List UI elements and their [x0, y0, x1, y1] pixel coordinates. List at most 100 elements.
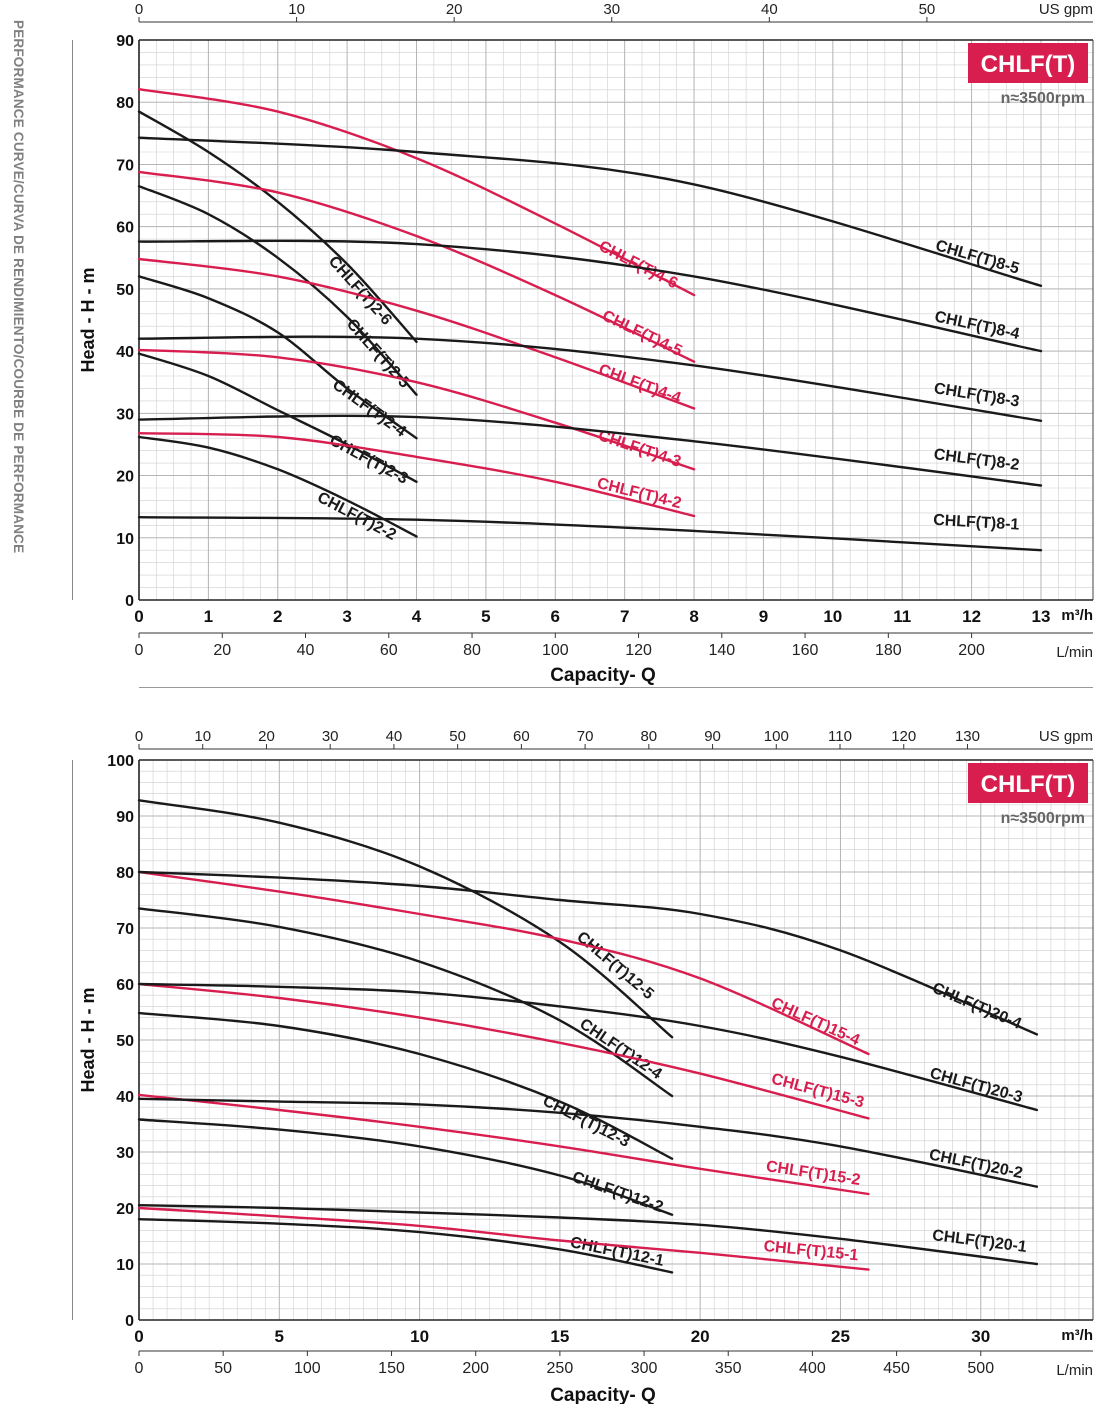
- y-tick-label: 10: [116, 531, 134, 548]
- x-tick-label: 10: [410, 1327, 429, 1346]
- x-tick-label: 1: [204, 607, 213, 626]
- series-label: CHLF(T)8-1: [933, 512, 1020, 534]
- series-line-chlft2-6: [137, 110, 418, 343]
- lmin-tick-label: 20: [213, 642, 231, 659]
- x-tick-label: 11: [893, 607, 911, 626]
- lmin-tick-label: 400: [799, 1360, 826, 1377]
- usgpm-tick-label: 10: [288, 1, 305, 18]
- lmin-tick-label: 140: [708, 642, 735, 659]
- series-line-chlft4-5: [137, 170, 696, 363]
- y-axis-label: Head - H - m: [78, 267, 98, 372]
- model-badge-text: CHLF(T): [981, 51, 1076, 78]
- lmin-tick-label: 50: [214, 1360, 232, 1377]
- usgpm-tick-label: 10: [194, 728, 211, 745]
- usgpm-tick-label: 30: [603, 1, 620, 18]
- y-tick-label: 20: [116, 469, 134, 486]
- x-tick-label: 0: [134, 607, 143, 626]
- lmin-tick-label: 200: [958, 642, 985, 659]
- y-tick-label: 50: [116, 1033, 134, 1050]
- usgpm-tick-label: 100: [764, 728, 789, 745]
- plot-area: [139, 40, 1093, 600]
- series-line-chlft8-5: [137, 136, 1043, 287]
- y-tick-label: 0: [125, 593, 134, 610]
- y-tick-label: 80: [116, 865, 134, 882]
- model-badge: [968, 763, 1088, 803]
- series-line-chlft4-4: [137, 257, 696, 410]
- y-axis-label: Head - H - m: [78, 987, 98, 1092]
- lmin-tick-label: 40: [297, 642, 315, 659]
- usgpm-tick-label: 120: [891, 728, 916, 745]
- lmin-tick-label: 60: [380, 642, 398, 659]
- y-tick-label: 30: [116, 1145, 134, 1162]
- x-tick-label: 13: [1032, 607, 1051, 626]
- y-tick-label: 80: [116, 95, 134, 112]
- usgpm-tick-label: 60: [513, 728, 530, 745]
- side-rule-bottom: [72, 760, 73, 1320]
- usgpm-tick-label: 50: [449, 728, 466, 745]
- speed-label: n≈3500rpm: [1001, 90, 1085, 107]
- series-line-chlft2-3: [137, 352, 418, 483]
- lmin-tick-label: 500: [967, 1360, 994, 1377]
- x-tick-label: 9: [759, 607, 768, 626]
- x-tick-label: 5: [275, 1327, 284, 1346]
- x-axis-label: Capacity- Q: [550, 1385, 656, 1404]
- x-tick-label: 8: [689, 607, 698, 626]
- series-line-chlft20-2: [137, 1097, 1039, 1188]
- lmin-tick-label: 180: [875, 642, 902, 659]
- series-line-chlft15-4: [137, 870, 870, 1056]
- performance-chart-top: 0 10 20 30 40 50 US gpm0102030405060708090Head…: [78, 1, 1094, 686]
- x-tick-label: 0: [134, 1327, 143, 1346]
- y-tick-label: 60: [116, 220, 134, 237]
- y-tick-label: 50: [116, 282, 134, 299]
- usgpm-tick-label: 40: [386, 728, 403, 745]
- x-tick-label: 5: [481, 607, 490, 626]
- y-tick-label: 100: [107, 753, 134, 770]
- series-line-chlft8-3: [137, 335, 1043, 422]
- x-tick-label: 3: [342, 607, 351, 626]
- y-tick-label: 30: [116, 406, 134, 423]
- series-line-chlft4-3: [137, 348, 696, 471]
- usgpm-tick-label: 20: [258, 728, 275, 745]
- x-tick-label: 15: [550, 1327, 569, 1346]
- performance-chart-bottom: 0 10 20 30 40 50 60 70 80 90 100 110 120 130 US gpm010…: [78, 728, 1094, 1404]
- lmin-tick-label: 0: [135, 1360, 144, 1377]
- side-rule-top: [72, 40, 73, 600]
- usgpm-tick-label: 30: [322, 728, 339, 745]
- y-tick-label: 10: [116, 1257, 134, 1274]
- lmin-tick-label: 300: [631, 1360, 658, 1377]
- y-tick-label: 40: [116, 344, 134, 361]
- series-line-chlft8-4: [137, 239, 1043, 353]
- lmin-tick-label: 160: [792, 642, 819, 659]
- usgpm-unit: US gpm: [1039, 1, 1093, 18]
- lmin-tick-label: 200: [462, 1360, 489, 1377]
- series-line-chlft12-5: [137, 799, 674, 1039]
- y-tick-label: 90: [116, 809, 134, 826]
- series-line-chlft8-1: [137, 516, 1043, 552]
- usgpm-unit: US gpm: [1039, 728, 1093, 745]
- x-tick-label: 12: [962, 607, 981, 626]
- x-tick-label: 4: [412, 607, 422, 626]
- x-tick-label: 25: [831, 1327, 850, 1346]
- series-line-chlft15-2: [137, 1093, 870, 1196]
- x-tick-label: 30: [971, 1327, 990, 1346]
- lmin-tick-label: 80: [463, 642, 481, 659]
- lmin-tick-label: 120: [625, 642, 652, 659]
- usgpm-tick-label: 0: [135, 728, 143, 745]
- separator-rule: [139, 687, 1093, 688]
- series-line-chlft20-4: [137, 870, 1039, 1036]
- series-line-chlft2-2: [137, 435, 418, 538]
- lmin-tick-label: 0: [135, 642, 144, 659]
- x-unit-m3h: m³/h: [1061, 1327, 1093, 1344]
- x-unit-m3h: m³/h: [1061, 607, 1093, 624]
- usgpm-tick-label: 40: [761, 1, 778, 18]
- y-tick-label: 60: [116, 977, 134, 994]
- model-badge-text: CHLF(T): [981, 771, 1076, 798]
- lmin-unit: L/min: [1056, 644, 1093, 661]
- lmin-tick-label: 100: [294, 1360, 321, 1377]
- series-line-chlft20-3: [137, 982, 1039, 1112]
- x-tick-label: 6: [551, 607, 560, 626]
- series-line-chlft12-1: [137, 1218, 674, 1274]
- usgpm-tick-label: 50: [919, 1, 936, 18]
- series-line-chlft12-3: [137, 1011, 674, 1160]
- series-line-chlft20-1: [137, 1204, 1039, 1266]
